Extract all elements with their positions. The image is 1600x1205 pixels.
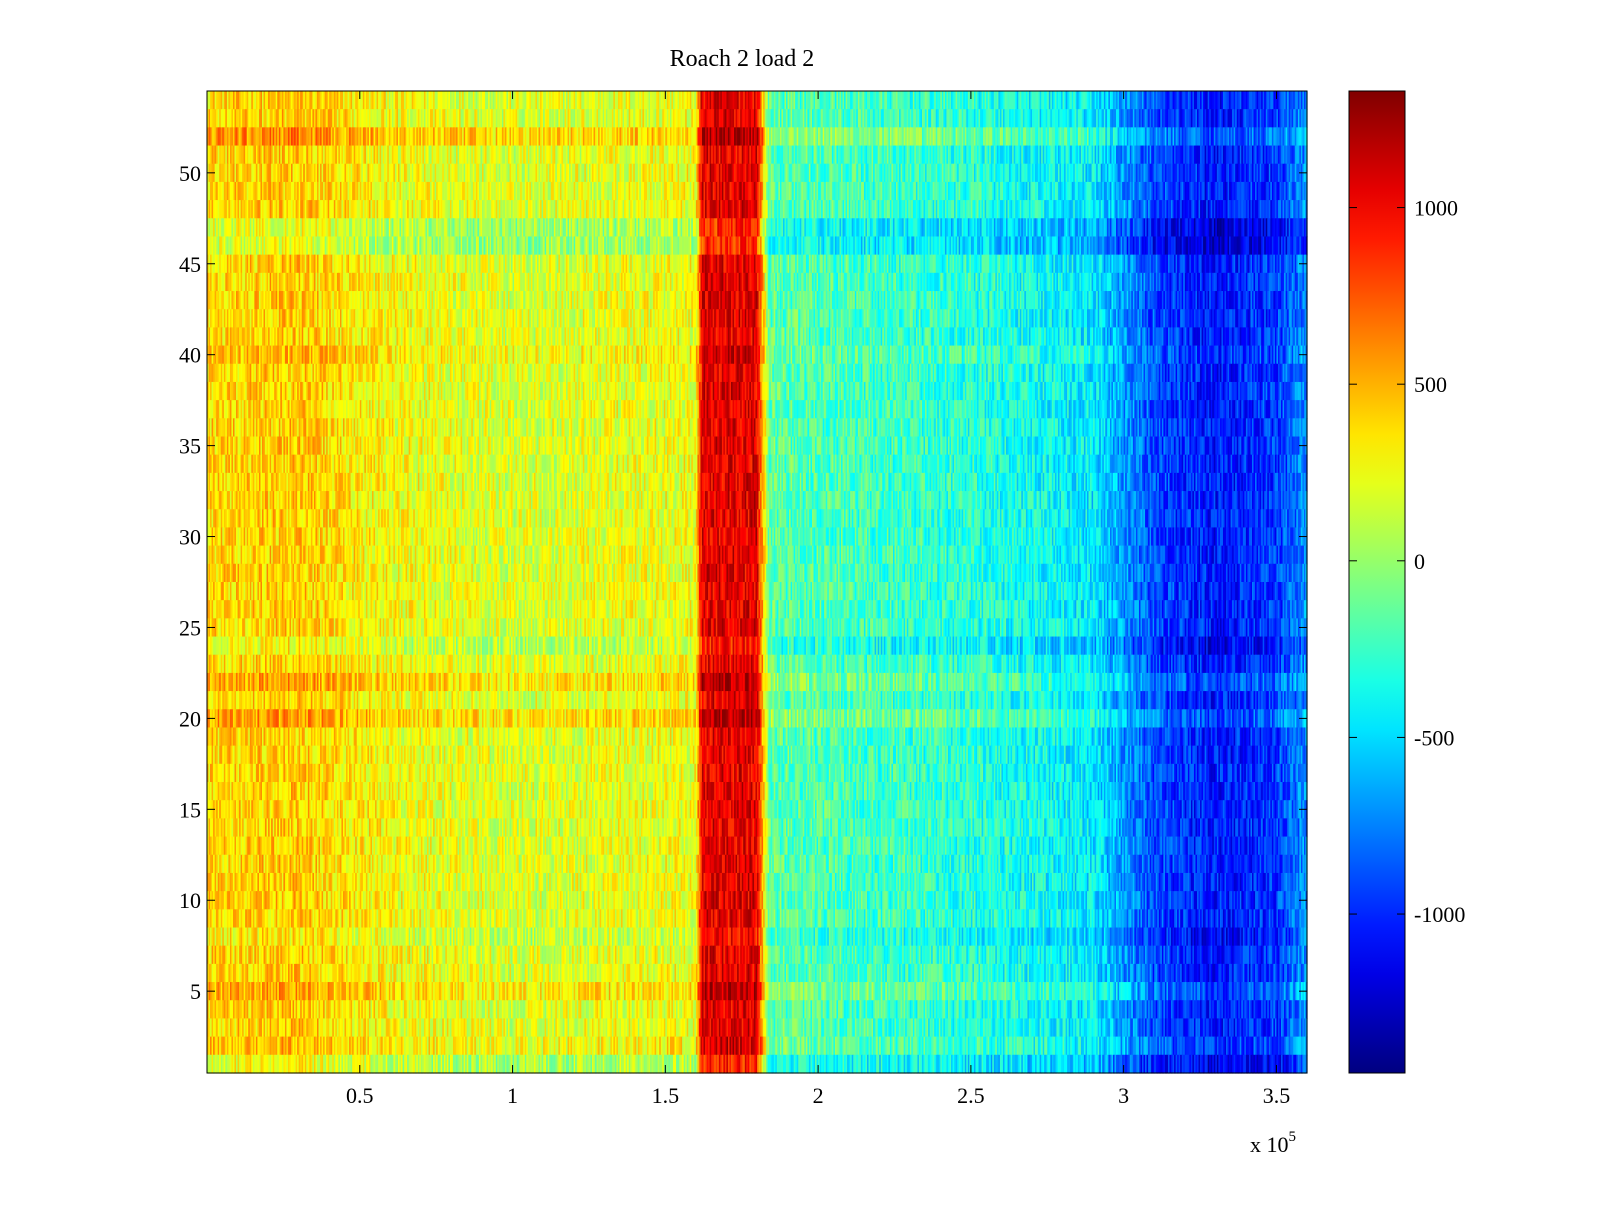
- chart-title: Roach 2 load 2: [670, 46, 815, 72]
- heatmap-figure: Roach 2 load 2 0.5 1 1.5 2 2.5 3 3.5 5 10 15 20 25…: [0, 0, 1600, 1200]
- heatmap-chart: Roach 2 load 2 0.5 1 1.5 2 2.5 3 3.5 510152025…: [0, 0, 1600, 1200]
- heatmap-cells: [207, 91, 1308, 1074]
